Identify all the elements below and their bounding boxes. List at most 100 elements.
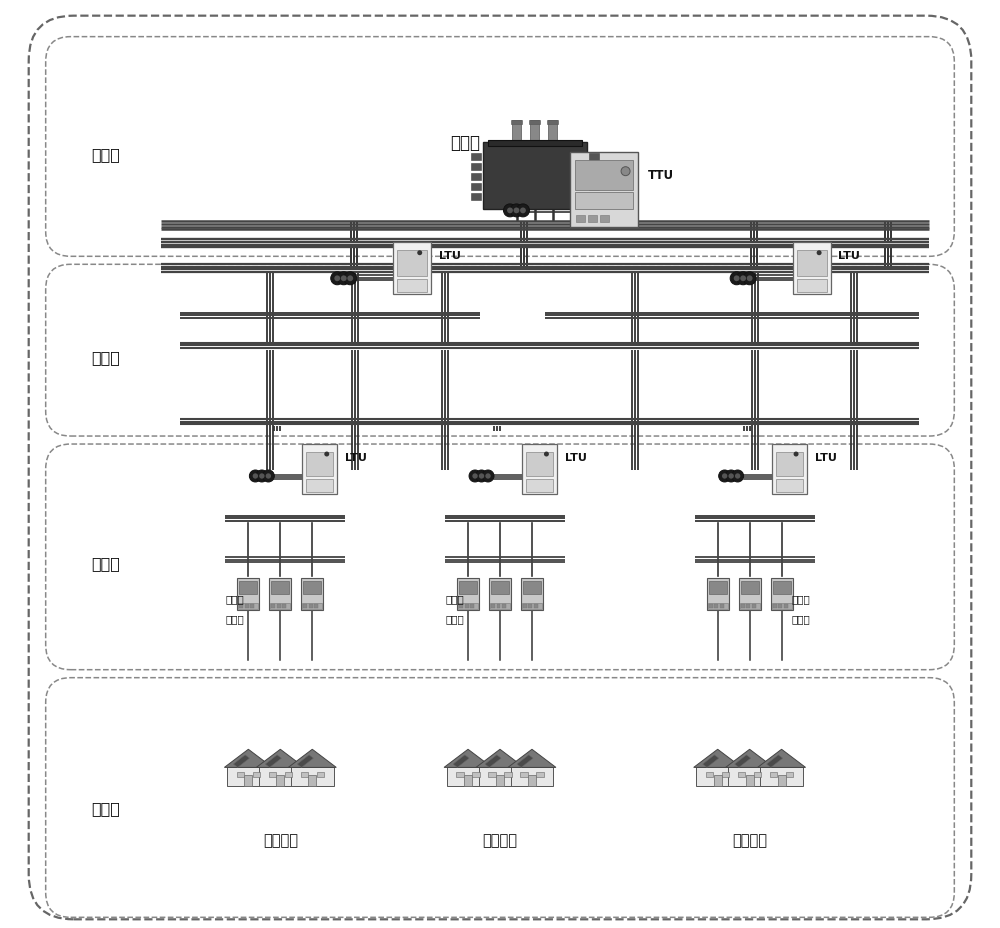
Polygon shape <box>760 767 803 786</box>
Bar <box>471 154 481 161</box>
Bar <box>314 605 318 609</box>
Polygon shape <box>444 750 492 767</box>
Bar <box>706 772 713 778</box>
Bar <box>302 603 322 609</box>
Bar <box>589 174 599 181</box>
Bar <box>773 605 777 609</box>
Bar <box>793 243 831 295</box>
Circle shape <box>794 452 799 457</box>
Text: LTU: LTU <box>345 452 367 462</box>
Bar <box>776 452 803 477</box>
Bar <box>488 141 582 148</box>
Bar <box>589 194 599 201</box>
Bar <box>746 775 754 786</box>
Bar <box>773 582 791 594</box>
Bar <box>784 605 788 609</box>
Circle shape <box>728 474 734 479</box>
Bar <box>570 153 638 228</box>
Bar <box>521 578 543 610</box>
Bar <box>269 772 276 778</box>
Bar <box>754 772 761 778</box>
Bar <box>239 605 243 609</box>
Bar <box>523 582 541 594</box>
Bar <box>276 775 284 786</box>
Polygon shape <box>694 750 742 767</box>
Bar <box>504 772 512 778</box>
Bar <box>709 605 713 609</box>
Polygon shape <box>265 755 281 767</box>
Bar <box>778 775 786 786</box>
Bar <box>709 582 727 594</box>
Bar <box>797 251 827 277</box>
Circle shape <box>514 208 519 214</box>
Bar <box>575 193 633 210</box>
Polygon shape <box>728 767 771 786</box>
Circle shape <box>485 474 491 479</box>
Circle shape <box>337 273 350 286</box>
Bar <box>496 775 504 786</box>
Bar <box>739 578 761 610</box>
Polygon shape <box>479 767 521 786</box>
Bar <box>393 243 431 295</box>
Bar <box>528 775 536 786</box>
Polygon shape <box>703 755 719 767</box>
Bar <box>526 452 553 477</box>
Text: 用户侧: 用户侧 <box>91 800 120 815</box>
Circle shape <box>503 205 516 218</box>
Circle shape <box>331 273 344 286</box>
Bar <box>459 582 477 594</box>
Bar <box>497 605 500 609</box>
Bar <box>303 582 321 594</box>
Bar <box>253 772 260 778</box>
Polygon shape <box>447 767 489 786</box>
Polygon shape <box>259 767 302 786</box>
Text: 变压器: 变压器 <box>450 134 480 152</box>
Bar <box>772 603 792 609</box>
Bar <box>302 445 337 495</box>
Bar <box>490 603 510 609</box>
Bar <box>752 605 756 609</box>
Bar <box>471 185 481 191</box>
Bar <box>522 603 542 609</box>
Polygon shape <box>476 750 524 767</box>
Bar <box>397 251 427 277</box>
Circle shape <box>262 470 274 483</box>
Text: 居民用户: 居民用户 <box>483 832 518 847</box>
Bar <box>491 582 509 594</box>
Bar <box>511 121 522 125</box>
Bar <box>714 775 722 786</box>
Bar <box>714 605 718 609</box>
Bar <box>277 605 281 609</box>
Circle shape <box>479 474 484 479</box>
Text: LTU: LTU <box>565 452 587 462</box>
Text: LTU: LTU <box>815 452 836 462</box>
Circle shape <box>266 474 271 479</box>
Text: 电能表: 电能表 <box>792 613 810 623</box>
Circle shape <box>253 474 258 479</box>
Circle shape <box>817 251 822 256</box>
Bar <box>526 480 553 493</box>
Bar <box>708 603 728 609</box>
Bar <box>458 603 478 609</box>
Polygon shape <box>291 767 334 786</box>
Text: 电子式: 电子式 <box>792 593 810 603</box>
Polygon shape <box>224 750 272 767</box>
Circle shape <box>516 205 529 218</box>
Bar <box>588 216 597 223</box>
Bar <box>529 121 540 125</box>
Circle shape <box>476 470 488 483</box>
Polygon shape <box>735 755 751 767</box>
Circle shape <box>334 276 340 282</box>
Bar <box>457 578 479 610</box>
Text: TTU: TTU <box>648 169 674 182</box>
Circle shape <box>730 273 743 286</box>
Circle shape <box>544 452 549 457</box>
Circle shape <box>507 208 513 214</box>
Bar <box>589 164 599 172</box>
Bar <box>772 445 807 495</box>
Bar <box>738 772 745 778</box>
Circle shape <box>482 470 494 483</box>
Polygon shape <box>511 767 553 786</box>
Polygon shape <box>453 755 469 767</box>
Circle shape <box>324 452 329 457</box>
